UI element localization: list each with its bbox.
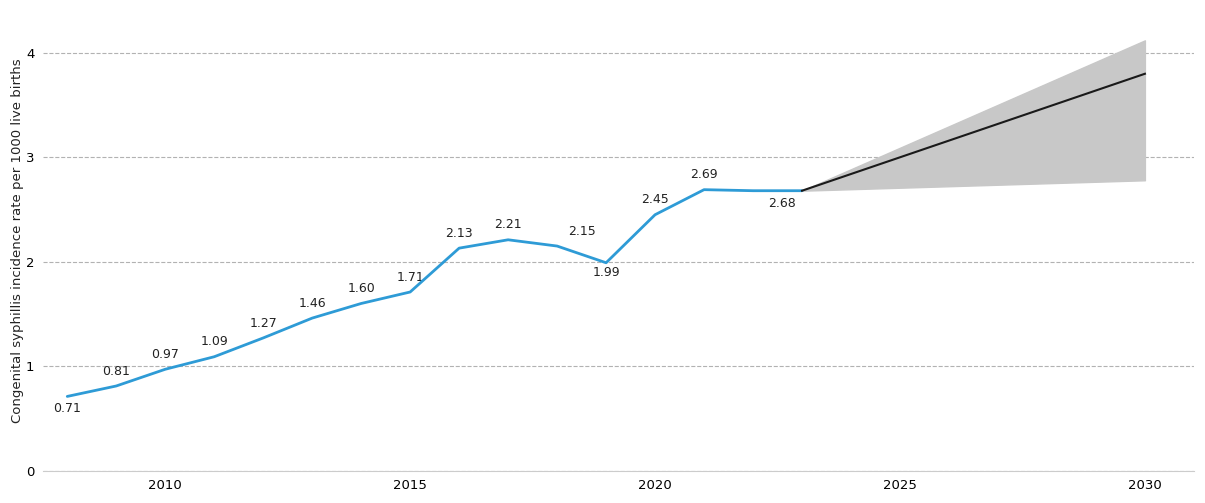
Text: 0.97: 0.97 xyxy=(152,348,180,361)
Text: 2.21: 2.21 xyxy=(494,218,522,231)
Text: 2.45: 2.45 xyxy=(641,193,669,206)
Text: 2.69: 2.69 xyxy=(690,169,718,181)
Y-axis label: Congenital syphillis incidence rate per 1000 live births: Congenital syphillis incidence rate per … xyxy=(11,58,24,423)
Text: 1.09: 1.09 xyxy=(200,336,228,349)
Text: 0.71: 0.71 xyxy=(53,402,81,415)
Text: 2.15: 2.15 xyxy=(568,225,595,238)
Text: 1.99: 1.99 xyxy=(593,267,619,280)
Text: 2.68: 2.68 xyxy=(769,197,797,210)
Text: 1.71: 1.71 xyxy=(396,271,424,284)
Text: 1.46: 1.46 xyxy=(299,297,327,310)
Text: 1.60: 1.60 xyxy=(347,282,375,295)
Text: 0.81: 0.81 xyxy=(102,365,130,378)
Text: 2.13: 2.13 xyxy=(446,227,472,240)
Text: 1.27: 1.27 xyxy=(249,316,277,329)
